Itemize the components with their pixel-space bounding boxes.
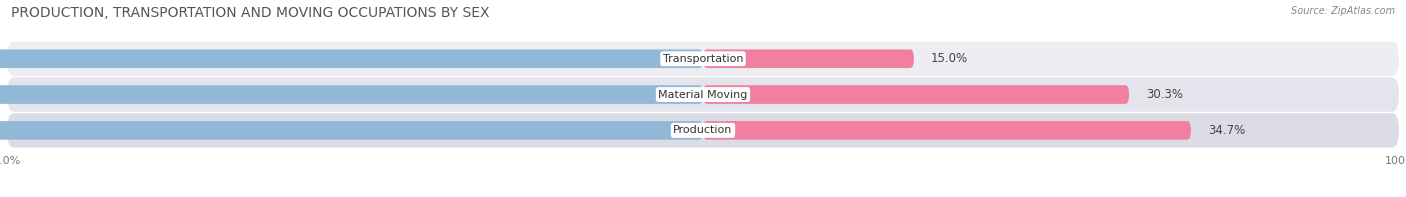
Text: PRODUCTION, TRANSPORTATION AND MOVING OCCUPATIONS BY SEX: PRODUCTION, TRANSPORTATION AND MOVING OC… (11, 6, 489, 20)
Text: Production: Production (673, 125, 733, 135)
FancyBboxPatch shape (0, 121, 703, 140)
FancyBboxPatch shape (703, 49, 914, 68)
Text: Source: ZipAtlas.com: Source: ZipAtlas.com (1291, 6, 1395, 16)
Text: 15.0%: 15.0% (931, 52, 967, 65)
FancyBboxPatch shape (703, 121, 1191, 140)
FancyBboxPatch shape (7, 113, 1399, 148)
FancyBboxPatch shape (7, 77, 1399, 112)
Text: Material Moving: Material Moving (658, 90, 748, 99)
FancyBboxPatch shape (0, 49, 703, 68)
FancyBboxPatch shape (7, 42, 1399, 76)
Text: 30.3%: 30.3% (1146, 88, 1182, 101)
Text: Transportation: Transportation (662, 54, 744, 64)
FancyBboxPatch shape (703, 85, 1129, 104)
Text: 34.7%: 34.7% (1208, 124, 1244, 137)
FancyBboxPatch shape (0, 85, 703, 104)
